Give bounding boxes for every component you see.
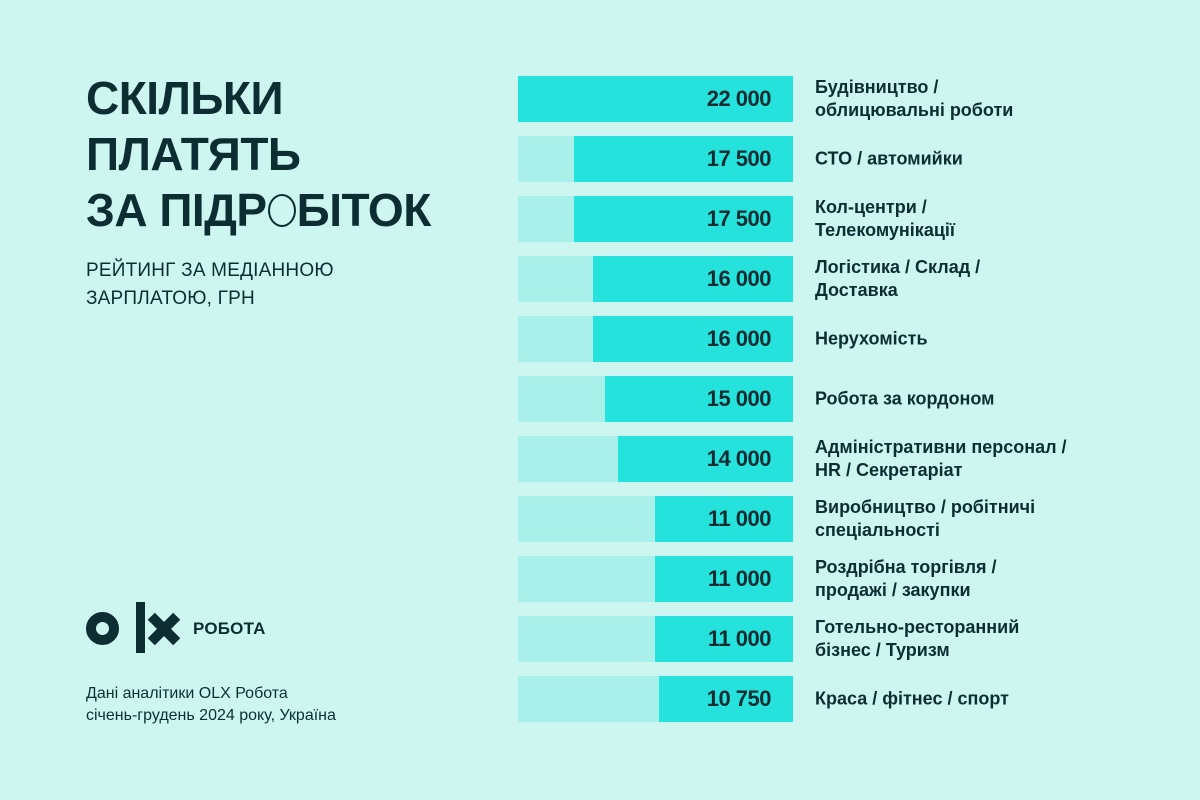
- logo-brand-text: РОБОТА: [193, 619, 266, 638]
- bar-fill: [655, 616, 793, 662]
- bar-fill: [593, 316, 793, 362]
- subtitle: РЕЙТИНГ ЗА МЕДІАННОЮ ЗАРПЛАТОЮ, ГРН: [86, 257, 334, 313]
- bar-fill: [518, 76, 793, 122]
- bar-track: 11 000: [518, 616, 793, 662]
- chart-row: 15 000 Робота за кордоном: [518, 376, 1118, 422]
- bar-track: 10 750: [518, 676, 793, 722]
- bar-track: 15 000: [518, 376, 793, 422]
- category-label: СТО / автомийки: [815, 148, 1135, 171]
- title-line-3-end: БІТОК: [296, 184, 432, 236]
- subtitle-line-2: ЗАРПЛАТОЮ, ГРН: [86, 288, 255, 309]
- category-label-line: HR / Секретаріат: [815, 460, 963, 480]
- chart-row: 11 000 Виробництво / робітничі спеціальнос…: [518, 496, 1118, 542]
- category-label: Краса / фітнес / спорт: [815, 688, 1135, 711]
- bar-value: 16 000: [706, 266, 772, 291]
- category-label-line: Телекомунікації: [815, 220, 955, 240]
- category-label-line: Готельно-ресторанний: [815, 617, 1020, 637]
- category-label-line: Доставка: [815, 280, 898, 300]
- category-label-line: Будівництво /: [815, 77, 939, 97]
- chart-row: 14 000 Адміністративни персонал / HR / Сек…: [518, 436, 1118, 482]
- bar-value: 17 500: [706, 146, 772, 171]
- bar-value: 11 000: [707, 626, 772, 651]
- category-label: Кол-центри / Телекомунікації: [815, 196, 1135, 242]
- title-line-1: СКІЛЬКИ: [86, 72, 284, 124]
- category-label: Готельно-ресторанний бізнес / Туризм: [815, 616, 1135, 662]
- chart-row: 16 000 Нерухомість: [518, 316, 1118, 362]
- ring-o-icon: [267, 194, 296, 227]
- category-label-line: спеціальності: [815, 520, 940, 540]
- bar-value: 17 500: [706, 206, 772, 231]
- bar-track: 17 500: [518, 196, 793, 242]
- category-label: Адміністративни персонал / HR / Секретарі…: [815, 436, 1135, 482]
- bar-value: 16 000: [706, 326, 772, 351]
- page-title: СКІЛЬКИ ПЛАТЯТЬ ЗА ПІДР БІТОК: [86, 70, 431, 238]
- category-label-line: облицювальні роботи: [815, 100, 1014, 120]
- chart-row: 17 500 СТО / автомийки: [518, 136, 1118, 182]
- chart-row: 11 000 Роздрібна торгівля / продажі / заку…: [518, 556, 1118, 602]
- bar-track: 17 500: [518, 136, 793, 182]
- title-line-3-start: ЗА ПІДР: [86, 184, 267, 236]
- olx-robota-logo: РОБОТА: [86, 602, 346, 654]
- bar-track: 22 000: [518, 76, 793, 122]
- chart-row: 22 000 Будівництво / облицювальні роботи: [518, 76, 1118, 122]
- bar-track: 16 000: [518, 256, 793, 302]
- olx-logo-l-icon: [136, 602, 145, 653]
- title-line-2: ПЛАТЯТЬ: [86, 128, 301, 180]
- chart-row: 17 500 Кол-центри / Телекомунікації: [518, 196, 1118, 242]
- bar-fill: [659, 676, 793, 722]
- category-label-line: Адміністративни персонал /: [815, 437, 1067, 457]
- bar-track: 11 000: [518, 556, 793, 602]
- category-label-line: Роздрібна торгівля /: [815, 557, 997, 577]
- source-line-1: Дані аналітики OLX Робота: [86, 685, 288, 702]
- left-panel: СКІЛЬКИ ПЛАТЯТЬ ЗА ПІДР БІТОК РЕЙТИНГ ЗА …: [86, 0, 486, 800]
- category-label: Виробництво / робітничі спеціальності: [815, 496, 1135, 542]
- olx-logo-x-icon: [149, 614, 179, 644]
- bar-fill: [593, 256, 793, 302]
- bar-value: 22 000: [706, 86, 772, 111]
- category-label-line: Робота за кордоном: [815, 388, 995, 409]
- category-label-line: продажі / закупки: [815, 580, 971, 600]
- bar-fill: [605, 376, 793, 422]
- bar-fill: [655, 556, 793, 602]
- bar-fill: [618, 436, 793, 482]
- chart-row: 10 750 Краса / фітнес / спорт: [518, 676, 1118, 722]
- chart-row: 11 000 Готельно-ресторанний бізнес / Туриз…: [518, 616, 1118, 662]
- category-label-line: бізнес / Туризм: [815, 640, 950, 660]
- category-label-line: Логістика / Склад /: [815, 257, 981, 277]
- category-label: Будівництво / облицювальні роботи: [815, 76, 1135, 122]
- bar-value: 11 000: [707, 506, 772, 531]
- category-label: Логістика / Склад / Доставка: [815, 256, 1135, 302]
- olx-logo-o-icon: [86, 612, 119, 645]
- category-label: Робота за кордоном: [815, 388, 1135, 411]
- category-label-line: СТО / автомийки: [815, 148, 963, 169]
- bar-fill: [574, 196, 793, 242]
- bar-value: 10 750: [706, 686, 772, 711]
- bar-track: 11 000: [518, 496, 793, 542]
- category-label: Роздрібна торгівля / продажі / закупки: [815, 556, 1135, 602]
- bar-track: 16 000: [518, 316, 793, 362]
- category-label-line: Нерухомість: [815, 328, 928, 349]
- source-line-2: січень-грудень 2024 року, Україна: [86, 707, 336, 724]
- source-note: Дані аналітики OLX Робота січень-грудень…: [86, 683, 336, 727]
- category-label-line: Кол-центри /: [815, 197, 927, 217]
- chart-row: 16 000 Логістика / Склад / Доставка: [518, 256, 1118, 302]
- bar-value: 11 000: [707, 566, 772, 591]
- category-label: Нерухомість: [815, 328, 1135, 351]
- bar-fill: [574, 136, 793, 182]
- bar-fill: [655, 496, 793, 542]
- bar-track: 14 000: [518, 436, 793, 482]
- bar-value: 14 000: [706, 446, 772, 471]
- bar-value: 15 000: [706, 386, 772, 411]
- title-line-3: ЗА ПІДР БІТОК: [86, 182, 431, 238]
- category-label-line: Виробництво / робітничі: [815, 497, 1036, 517]
- category-label-line: Краса / фітнес / спорт: [815, 688, 1009, 709]
- subtitle-line-1: РЕЙТИНГ ЗА МЕДІАННОЮ: [86, 260, 334, 281]
